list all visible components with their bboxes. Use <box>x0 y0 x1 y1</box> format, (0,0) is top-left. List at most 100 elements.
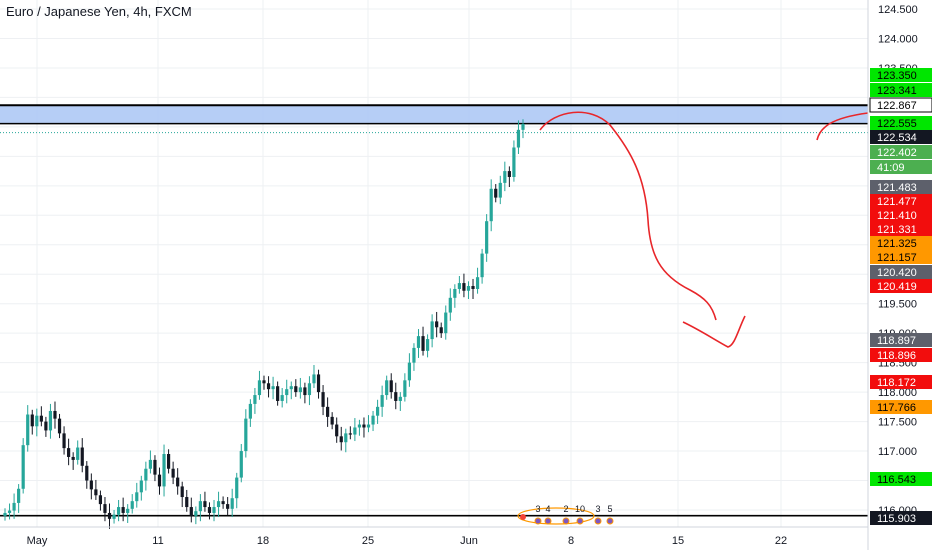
price-tag[interactable] <box>870 160 932 174</box>
candle-body[interactable] <box>71 456 75 460</box>
candle-body[interactable] <box>230 498 234 509</box>
price-tag[interactable] <box>870 333 932 347</box>
candle-body[interactable] <box>162 454 166 487</box>
candle-body[interactable] <box>226 504 230 509</box>
candle-body[interactable] <box>212 507 216 513</box>
candle-body[interactable] <box>303 387 307 396</box>
candle-body[interactable] <box>121 507 125 513</box>
candle-body[interactable] <box>185 497 189 508</box>
resistance-zone[interactable] <box>0 105 868 124</box>
candle-body[interactable] <box>153 459 157 475</box>
candle-body[interactable] <box>394 392 398 401</box>
candle-body[interactable] <box>39 415 43 422</box>
event-icon[interactable] <box>562 517 570 525</box>
price-tag[interactable] <box>870 83 932 97</box>
candle-body[interactable] <box>330 416 334 425</box>
price-tag[interactable] <box>870 250 932 264</box>
event-icon[interactable] <box>576 517 584 525</box>
candle-body[interactable] <box>76 447 80 460</box>
candle-body[interactable] <box>89 480 93 490</box>
price-tag[interactable] <box>870 348 932 362</box>
candle-body[interactable] <box>289 386 293 390</box>
price-tag[interactable] <box>870 511 932 525</box>
price-tag[interactable] <box>870 68 932 82</box>
candle-body[interactable] <box>385 380 389 396</box>
event-count-label[interactable]: 4 <box>545 504 550 514</box>
candle-body[interactable] <box>489 188 493 222</box>
candle-body[interactable] <box>48 410 53 431</box>
candle-body[interactable] <box>67 448 71 457</box>
candle-body[interactable] <box>30 414 34 427</box>
price-tag[interactable] <box>870 222 932 236</box>
candle-body[interactable] <box>26 414 30 446</box>
candle-body[interactable] <box>130 501 134 509</box>
candle-body[interactable] <box>380 395 384 407</box>
candle-body[interactable] <box>512 147 516 177</box>
price-tag[interactable] <box>870 400 932 414</box>
candle-body[interactable] <box>316 374 321 393</box>
candle-body[interactable] <box>466 286 471 291</box>
candle-body[interactable] <box>116 507 121 515</box>
projection-arrow-head[interactable] <box>682 315 746 348</box>
candle-body[interactable] <box>389 380 393 393</box>
candle-body[interactable] <box>80 447 84 466</box>
candle-body[interactable] <box>435 321 439 328</box>
candle-body[interactable] <box>239 451 243 478</box>
candle-body[interactable] <box>194 511 198 516</box>
candle-body[interactable] <box>253 395 257 404</box>
candle-body[interactable] <box>494 188 498 198</box>
candle-body[interactable] <box>126 508 130 513</box>
candle-body[interactable] <box>53 410 57 419</box>
candle-body[interactable] <box>257 380 262 396</box>
candle-body[interactable] <box>507 171 511 177</box>
candle-body[interactable] <box>244 418 248 452</box>
candle-body[interactable] <box>412 347 416 363</box>
candle-body[interactable] <box>357 424 362 428</box>
candle-body[interactable] <box>375 406 380 416</box>
candle-body[interactable] <box>203 501 207 508</box>
candle-body[interactable] <box>57 418 62 434</box>
candle-body[interactable] <box>416 336 421 348</box>
candle-body[interactable] <box>221 501 225 505</box>
candle-body[interactable] <box>498 182 502 198</box>
candle-body[interactable] <box>262 380 266 384</box>
candle-body[interactable] <box>425 339 430 351</box>
candle-body[interactable] <box>176 477 180 487</box>
candle-body[interactable] <box>298 387 302 393</box>
candle-body[interactable] <box>266 383 271 390</box>
candle-body[interactable] <box>335 424 339 437</box>
price-tag[interactable] <box>870 130 932 144</box>
price-tag[interactable] <box>870 194 932 208</box>
candle-body[interactable] <box>148 459 153 469</box>
candle-body[interactable] <box>398 396 402 401</box>
price-tag[interactable] <box>870 236 932 250</box>
event-icon[interactable] <box>534 517 542 525</box>
candle-body[interactable] <box>321 392 325 407</box>
projection-hook[interactable] <box>816 112 869 141</box>
price-tag[interactable] <box>870 116 932 130</box>
candle-body[interactable] <box>403 380 407 397</box>
candle-body[interactable] <box>430 321 434 340</box>
event-count-label[interactable]: 3 <box>535 504 540 514</box>
event-count-label[interactable]: 3 <box>595 504 600 514</box>
event-icon[interactable] <box>594 517 602 525</box>
candle-body[interactable] <box>312 374 316 384</box>
candle-body[interactable] <box>271 386 275 390</box>
price-tag[interactable] <box>870 145 932 159</box>
candle-body[interactable] <box>294 386 298 393</box>
candle-body[interactable] <box>157 474 162 487</box>
candle-body[interactable] <box>62 433 66 449</box>
candle-body[interactable] <box>462 283 466 291</box>
candle-body[interactable] <box>280 395 284 401</box>
candle-body[interactable] <box>475 277 480 289</box>
price-tag[interactable] <box>870 265 932 279</box>
candle-body[interactable] <box>307 383 312 396</box>
candle-body[interactable] <box>12 502 16 511</box>
candle-body[interactable] <box>285 389 289 396</box>
candle-body[interactable] <box>453 288 457 298</box>
price-tag[interactable] <box>870 375 932 389</box>
candle-body[interactable] <box>103 504 107 513</box>
candle-body[interactable] <box>353 427 357 435</box>
candle-body[interactable] <box>112 514 116 519</box>
